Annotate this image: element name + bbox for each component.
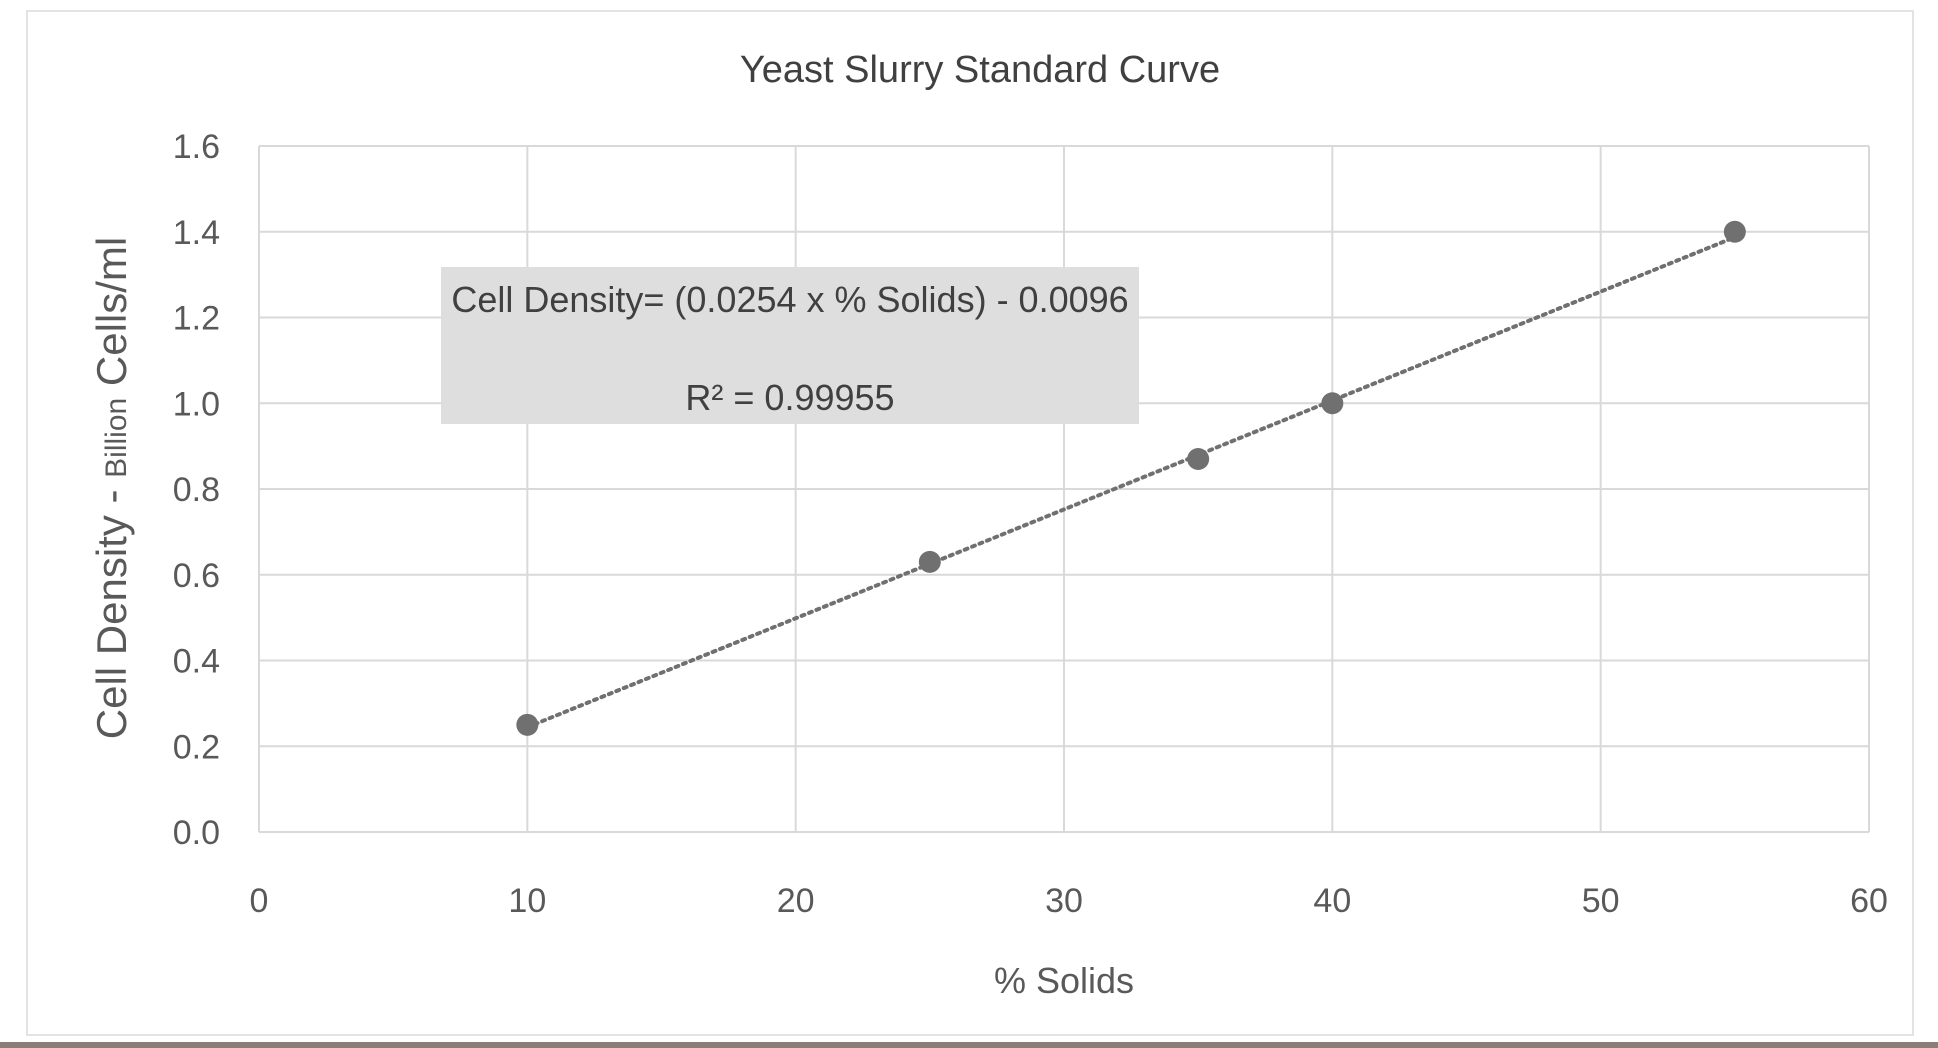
x-tick-label: 40 (1313, 882, 1351, 920)
y-tick-label: 1.0 (173, 385, 220, 423)
x-axis-title: % Solids (994, 960, 1134, 1001)
chart-frame (26, 10, 1914, 1036)
equation-text: Cell Density= (0.0254 x % Solids) - 0.00… (451, 279, 1128, 320)
x-tick-label: 50 (1582, 882, 1620, 920)
x-tick-label: 20 (777, 882, 815, 920)
y-tick-label: 1.6 (173, 128, 220, 166)
x-tick-label: 60 (1850, 882, 1888, 920)
y-tick-label: 0.8 (173, 471, 220, 509)
y-axis-title: Cell Density - Billion Cells/ml (88, 237, 135, 739)
equation-box (441, 267, 1139, 424)
trendline (525, 235, 1737, 730)
y-tick-label: 0.4 (173, 643, 220, 681)
equation-annotation: Cell Density= (0.0254 x % Solids) - 0.00… (441, 267, 1139, 424)
data-point (1723, 220, 1746, 243)
data-points (516, 220, 1746, 736)
y-tick-labels: 0.0 0.2 0.4 0.6 0.8 1.0 1.2 1.4 1.6 (173, 128, 220, 852)
r-squared-text: R² = 0.99955 (685, 377, 894, 418)
y-tick-label: 0.2 (173, 728, 220, 766)
x-tick-label: 10 (508, 882, 546, 920)
y-axis-title-tail: Cells/ml (88, 237, 135, 398)
bottom-rule (0, 1042, 1938, 1048)
y-tick-label: 0.0 (173, 814, 220, 852)
chart-title: Yeast Slurry Standard Curve (740, 49, 1220, 91)
x-tick-label: 0 (250, 882, 269, 920)
y-axis-title-sub: Billion (100, 398, 133, 478)
y-tick-label: 0.6 (173, 557, 220, 595)
y-tick-label: 1.2 (173, 300, 220, 338)
y-tick-label: 1.4 (173, 214, 220, 252)
x-tick-labels: 0 10 20 30 40 50 60 (250, 882, 1888, 920)
y-axis-title-main: Cell Density - (88, 478, 135, 739)
data-point (918, 550, 941, 573)
data-point (1187, 447, 1210, 470)
data-point (516, 713, 539, 736)
trendline-group (525, 235, 1737, 730)
grid-lines (258, 145, 1870, 833)
data-point (1321, 392, 1344, 415)
x-tick-label: 30 (1045, 882, 1083, 920)
